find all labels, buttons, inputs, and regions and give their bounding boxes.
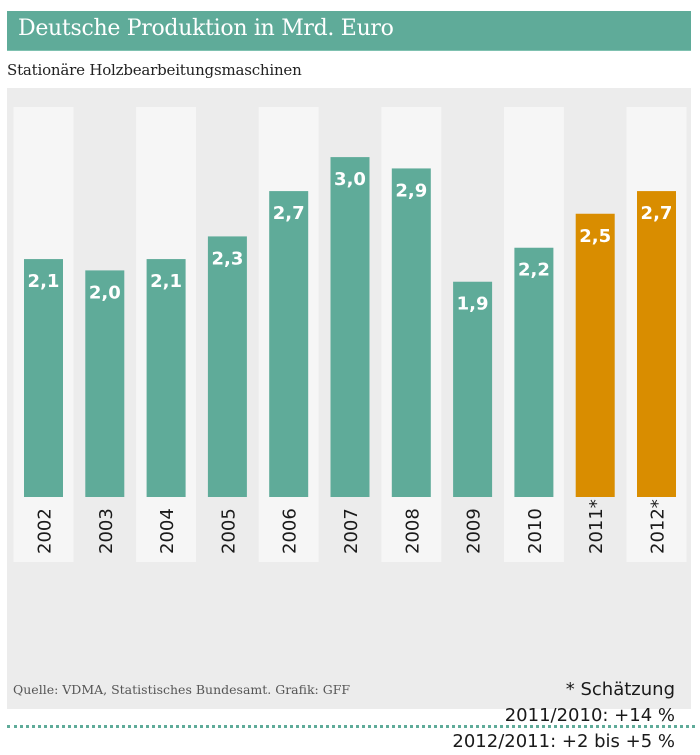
bar-2008 bbox=[391, 168, 431, 497]
value-label: 2,7 bbox=[273, 203, 305, 224]
value-label: 2,0 bbox=[89, 282, 121, 303]
bar-chart: 2,1 2002 2,0 2003 2,1 2004 2,3 2005 2,7 2006 3,0 20… bbox=[13, 107, 687, 562]
bar-2005 bbox=[207, 236, 247, 497]
x-tick-label: 2008 bbox=[402, 508, 423, 554]
x-tick-label: 2010 bbox=[525, 508, 546, 554]
bar-2002 bbox=[24, 259, 63, 497]
x-tick-label: 2007 bbox=[341, 508, 362, 554]
bar-2009 bbox=[453, 281, 493, 497]
value-label: 2,7 bbox=[641, 203, 673, 224]
growth-note-2011: 2011/2010: +14 % bbox=[504, 705, 675, 726]
value-label: 3,0 bbox=[334, 169, 366, 190]
bar-2007 bbox=[330, 157, 370, 497]
x-tick-label: 2003 bbox=[96, 508, 117, 554]
bar-2004 bbox=[146, 259, 186, 497]
chart-panel: 2,1 2002 2,0 2003 2,1 2004 2,3 2005 2,7 2006 3,0 20… bbox=[7, 88, 691, 752]
value-label: 2,5 bbox=[579, 226, 611, 247]
value-label: 2,2 bbox=[518, 260, 550, 281]
estimate-note: * Schätzung bbox=[565, 679, 675, 700]
x-tick-label: 2004 bbox=[157, 508, 178, 554]
x-tick-label: 2006 bbox=[280, 508, 301, 554]
x-tick-label: 2011* bbox=[586, 499, 607, 554]
x-tick-label: 2005 bbox=[218, 508, 239, 554]
chart-subtitle: Stationäre Holzbearbeitungsmaschinen bbox=[7, 61, 302, 79]
title-bar: Deutsche Produktion in Mrd. Euro bbox=[7, 11, 691, 51]
value-label: 2,1 bbox=[28, 271, 60, 292]
chart-title: Deutsche Produktion in Mrd. Euro bbox=[18, 16, 394, 41]
value-label: 2,9 bbox=[395, 180, 427, 201]
value-label: 1,9 bbox=[457, 294, 489, 315]
value-label: 2,3 bbox=[211, 248, 243, 269]
dotted-divider bbox=[7, 725, 695, 728]
value-label: 2,1 bbox=[150, 271, 182, 292]
bar-2006 bbox=[269, 191, 309, 497]
x-tick-label: 2009 bbox=[464, 508, 485, 554]
bar-2003 bbox=[85, 270, 125, 497]
growth-note-2012: 2012/2011: +2 bis +5 % bbox=[452, 731, 675, 752]
bar-2010 bbox=[514, 247, 554, 497]
x-tick-label: 2012* bbox=[648, 499, 669, 554]
bar-2012-estimate bbox=[637, 191, 676, 497]
bar-2011-estimate bbox=[575, 213, 615, 497]
x-tick-label: 2002 bbox=[35, 508, 56, 554]
chart-notes: * Schätzung 2011/2010: +14 % 2012/2011: … bbox=[452, 677, 675, 755]
source-note: Quelle: VDMA, Statistisches Bundesamt. G… bbox=[13, 682, 351, 697]
